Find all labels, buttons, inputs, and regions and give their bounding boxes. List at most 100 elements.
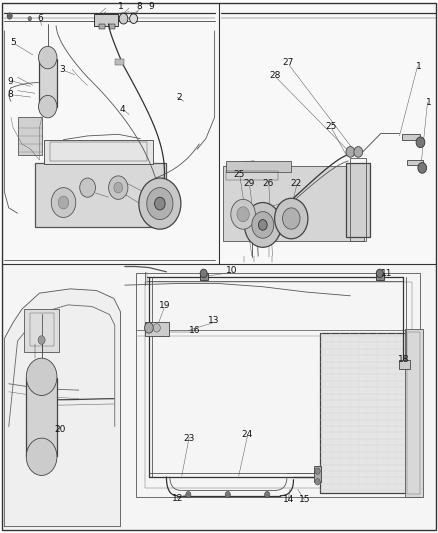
Circle shape [38, 336, 45, 344]
Bar [348, 211, 368, 224]
Bar [399, 360, 410, 369]
Bar [314, 466, 321, 482]
Bar [2, 265, 436, 529]
Circle shape [200, 269, 207, 278]
Bar [346, 163, 370, 237]
Bar [348, 187, 368, 200]
Text: 27: 27 [283, 59, 294, 67]
Text: 12: 12 [172, 494, 183, 503]
Text: 4: 4 [120, 105, 125, 114]
Bar [99, 24, 105, 29]
Text: 28: 28 [269, 71, 281, 80]
Circle shape [418, 163, 427, 173]
Circle shape [139, 178, 181, 229]
Text: 2: 2 [176, 93, 181, 101]
Bar [109, 24, 115, 29]
Text: 5: 5 [10, 38, 16, 47]
Circle shape [416, 137, 425, 148]
Text: 23: 23 [184, 434, 195, 442]
Circle shape [147, 188, 173, 220]
Circle shape [130, 14, 138, 23]
Circle shape [80, 178, 95, 197]
Circle shape [28, 17, 32, 21]
Bar [226, 171, 278, 180]
Bar [407, 160, 423, 165]
Text: 18: 18 [398, 356, 410, 364]
Circle shape [145, 322, 153, 333]
Circle shape [7, 13, 12, 19]
Circle shape [265, 491, 270, 498]
Text: 24: 24 [242, 430, 253, 439]
Text: 1: 1 [425, 98, 431, 107]
Circle shape [39, 46, 57, 69]
Bar [226, 161, 291, 172]
Bar [200, 273, 208, 280]
Text: 1: 1 [416, 62, 422, 71]
Bar [30, 313, 54, 346]
Circle shape [315, 479, 320, 485]
Text: 9: 9 [148, 2, 154, 11]
Circle shape [283, 208, 300, 229]
Text: 20: 20 [55, 425, 66, 433]
Bar [94, 14, 118, 26]
Text: 19: 19 [159, 302, 170, 310]
Circle shape [186, 491, 191, 498]
Bar [35, 163, 166, 227]
Circle shape [58, 196, 69, 209]
Circle shape [275, 198, 308, 239]
Circle shape [155, 197, 165, 210]
Text: 13: 13 [208, 317, 219, 325]
Bar [145, 282, 412, 488]
Circle shape [376, 269, 383, 278]
Circle shape [39, 95, 57, 118]
Bar [407, 332, 420, 494]
Bar [2, 3, 219, 264]
Text: 8: 8 [136, 2, 142, 11]
Text: 15: 15 [299, 496, 310, 504]
Text: 14: 14 [283, 496, 294, 504]
Text: 1: 1 [118, 2, 124, 11]
Bar [50, 142, 147, 161]
Circle shape [51, 188, 76, 217]
Bar [145, 322, 169, 336]
Circle shape [244, 203, 281, 247]
Bar [39, 59, 57, 107]
Text: 16: 16 [189, 326, 200, 335]
Circle shape [114, 182, 123, 193]
Circle shape [225, 491, 230, 498]
Circle shape [237, 207, 249, 222]
Circle shape [346, 147, 355, 157]
Text: 8: 8 [7, 91, 13, 99]
Bar [44, 140, 153, 164]
Bar [376, 273, 384, 280]
Bar [115, 59, 124, 65]
Text: 11: 11 [381, 269, 392, 278]
Bar [26, 378, 57, 456]
Bar [223, 166, 364, 241]
Polygon shape [4, 289, 120, 527]
Bar [24, 309, 59, 352]
Text: 3: 3 [60, 65, 66, 74]
Text: 25: 25 [325, 123, 337, 131]
Circle shape [252, 212, 274, 238]
Bar [320, 333, 407, 493]
Circle shape [26, 438, 57, 475]
Text: 22: 22 [290, 180, 301, 188]
Text: 9: 9 [7, 77, 13, 85]
Circle shape [354, 147, 363, 157]
Circle shape [258, 220, 267, 230]
Circle shape [231, 199, 255, 229]
Bar [221, 3, 436, 264]
Circle shape [119, 13, 128, 24]
Bar [350, 158, 366, 241]
Text: 10: 10 [226, 266, 237, 275]
Bar [136, 273, 420, 497]
Bar [18, 117, 42, 155]
Text: 25: 25 [233, 171, 245, 179]
Circle shape [153, 324, 160, 332]
Circle shape [315, 468, 320, 474]
Circle shape [109, 176, 128, 199]
Text: 6: 6 [37, 14, 43, 23]
Text: 26: 26 [262, 180, 274, 188]
Bar [402, 134, 420, 140]
